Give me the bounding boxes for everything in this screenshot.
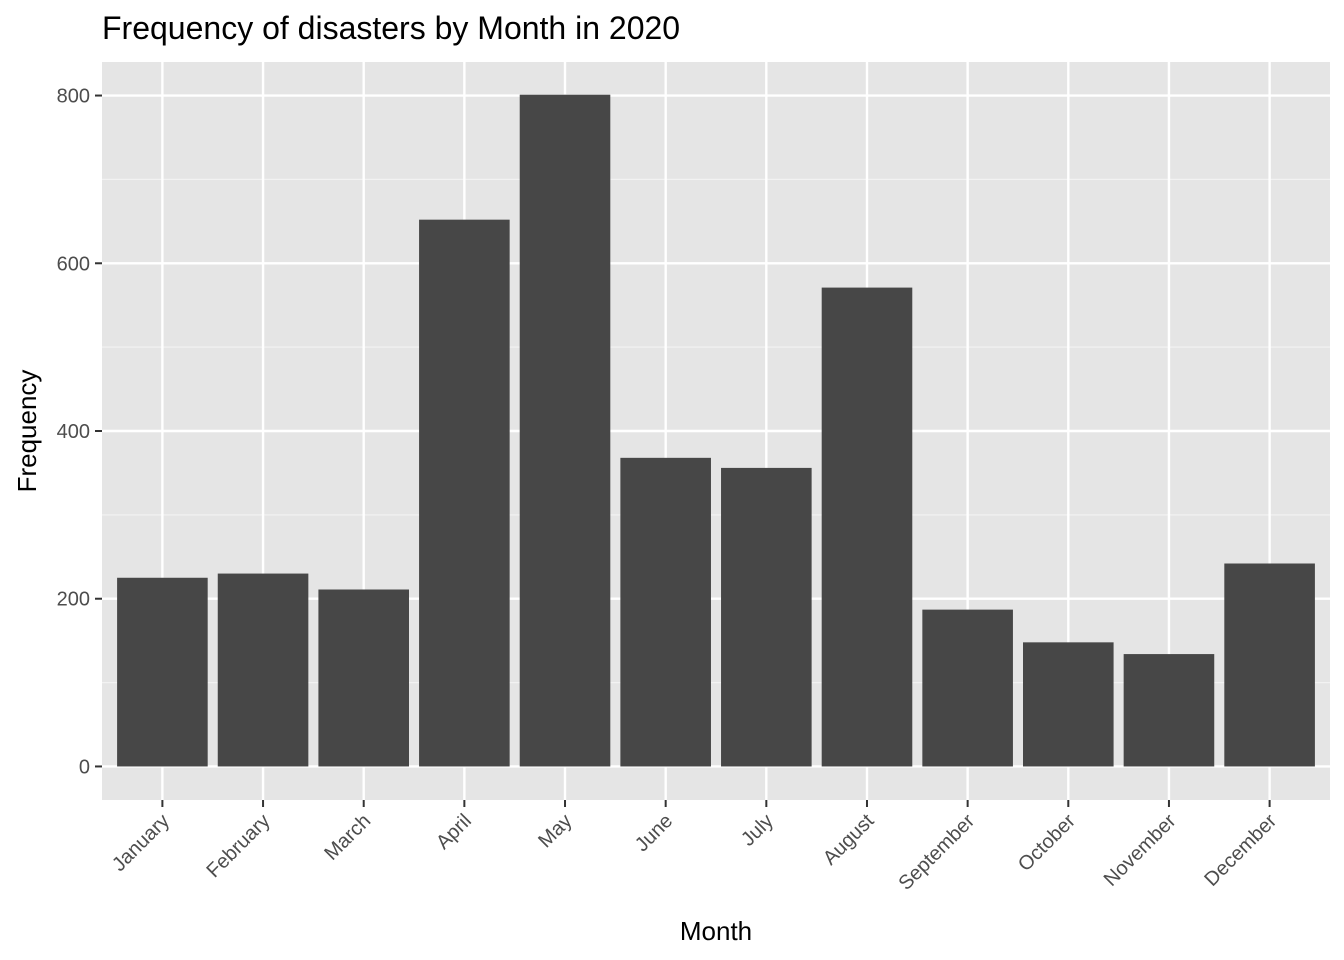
x-tick-label: August [819, 810, 879, 870]
y-tick-label: 200 [57, 589, 90, 611]
x-tick-label: May [534, 810, 576, 852]
bars [117, 94, 1315, 767]
x-tick-label: September [894, 810, 979, 895]
x-tick-label: July [737, 810, 778, 851]
x-tick-label: October [1014, 810, 1080, 876]
bar-november [1123, 654, 1215, 767]
x-axis: January February March April May June July Augu… [108, 800, 1281, 895]
x-axis-title: Month [680, 916, 752, 946]
y-tick-label: 0 [79, 756, 90, 778]
x-tick-label: June [631, 810, 677, 856]
x-tick-label: January [108, 810, 174, 876]
y-tick-label: 600 [57, 253, 90, 275]
bar-august [821, 287, 913, 767]
bar-october [1023, 642, 1114, 767]
y-axis: 0 200 400 600 800 [57, 86, 102, 778]
bar-september [922, 609, 1013, 767]
x-tick-label: February [202, 810, 274, 882]
bar-april [419, 219, 510, 767]
x-tick-label: April [432, 810, 476, 854]
x-tick-label: December [1200, 810, 1281, 891]
y-axis-title: Frequency [12, 370, 42, 493]
chart-title: Frequency of disasters by Month in 2020 [102, 10, 680, 46]
bar-december [1224, 563, 1315, 767]
y-tick-label: 800 [57, 86, 90, 108]
bar-march [318, 589, 409, 767]
x-tick-label: November [1100, 810, 1181, 891]
bar-february [217, 573, 309, 767]
bar-january [117, 577, 208, 767]
bar-may [519, 94, 611, 767]
bar-june [620, 457, 711, 767]
x-tick-label: March [320, 810, 375, 865]
y-tick-label: 400 [57, 421, 90, 443]
bar-july [721, 467, 812, 767]
